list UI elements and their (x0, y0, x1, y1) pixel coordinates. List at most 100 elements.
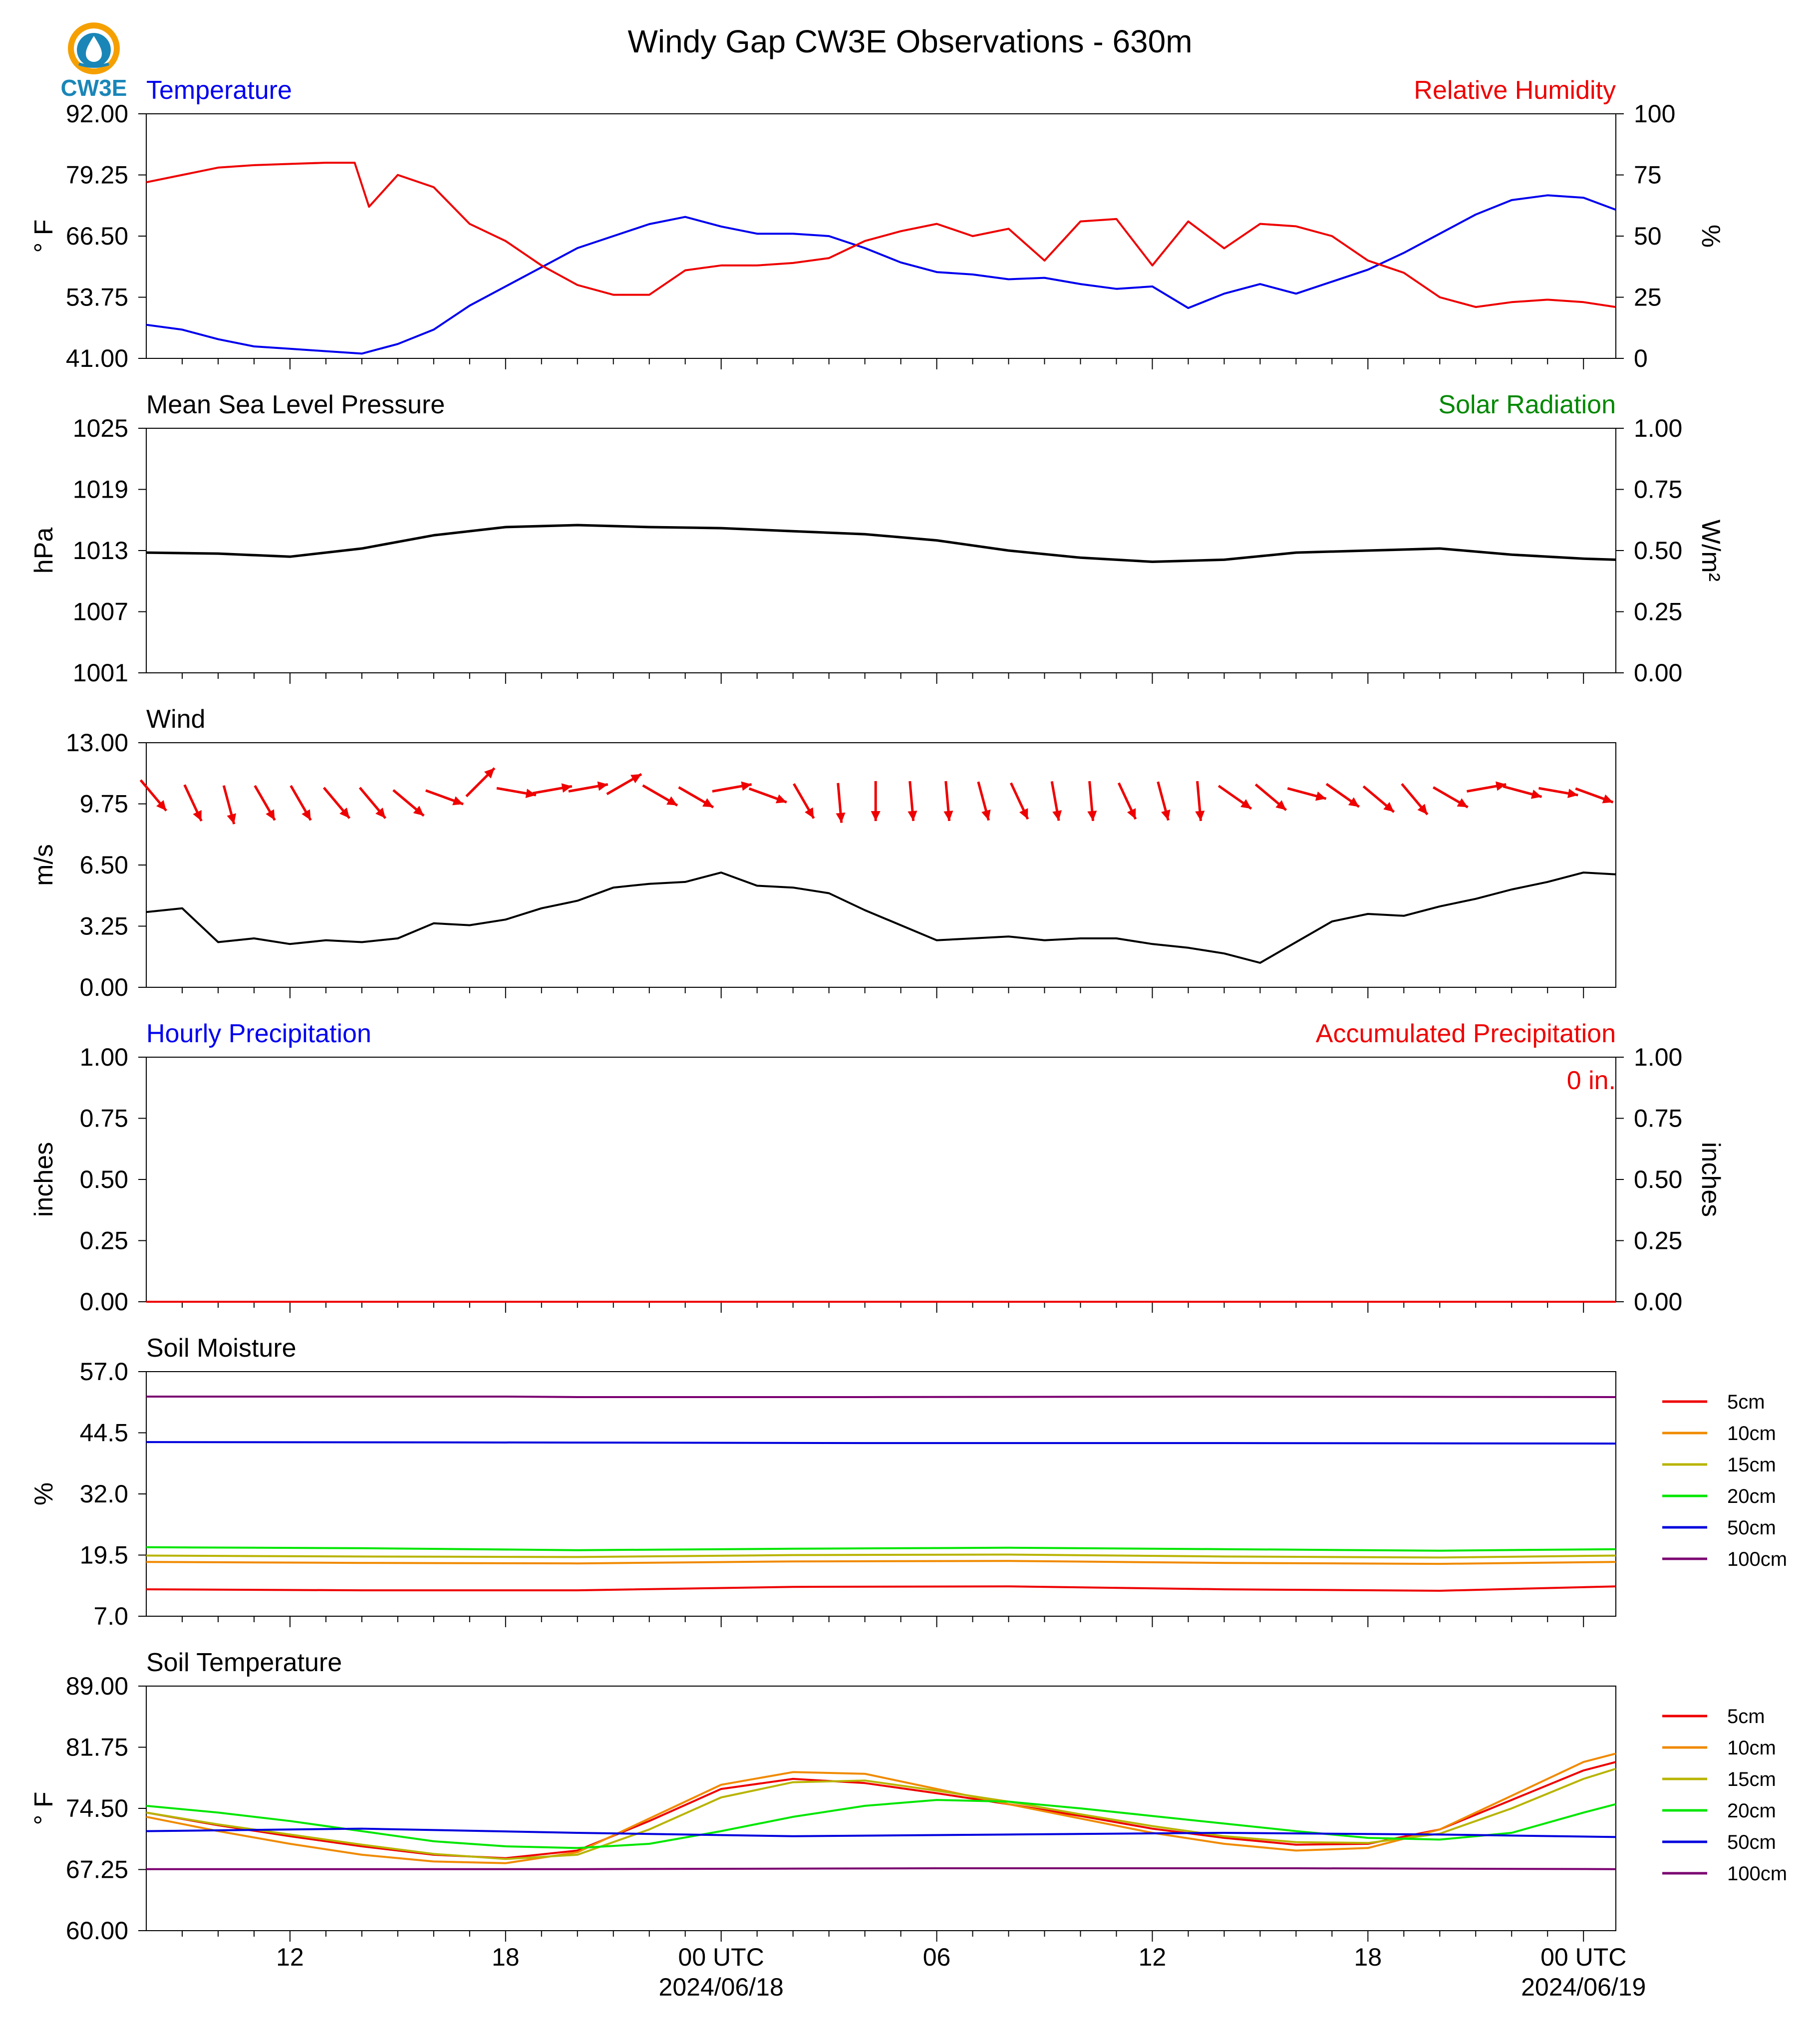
wind-arrow-head (193, 810, 202, 821)
wind-arrow (1254, 783, 1287, 811)
series-line (146, 162, 1616, 308)
plot-frame (146, 1686, 1616, 1931)
y-tick-label-left: 57.0 (80, 1358, 128, 1386)
wind-arrow (1009, 782, 1029, 820)
y-tick-label-left: 1.00 (80, 1043, 128, 1071)
wind-arrow (977, 781, 991, 821)
plot-frame (146, 742, 1616, 988)
wind-arrow (139, 779, 168, 812)
panel-title-right: Solar Radiation (1438, 390, 1616, 419)
wind-arrow (392, 789, 425, 817)
y-axis-label-left: ° F (29, 1791, 58, 1825)
wind-arrow-head (1161, 809, 1171, 821)
wind-arrow (1503, 785, 1542, 799)
panel-title-left: Temperature (146, 76, 292, 105)
wind-arrow-head (836, 812, 846, 823)
y-tick-label-right: 100 (1634, 100, 1675, 128)
y-tick-label-right: 0 (1634, 344, 1648, 372)
series-line-50cm (146, 1827, 1616, 1838)
legend-label: 20cm (1727, 1485, 1776, 1507)
wind-arrow-head (1087, 811, 1097, 821)
wind-arrow-head (1052, 810, 1062, 821)
legend-soil-moisture: 5cm 10cm 15cm 20cm 50cm 100cm (1662, 1391, 1787, 1570)
wind-arrow (1325, 783, 1360, 808)
y-tick-label-left: 1025 (73, 414, 128, 442)
wind-arrow (222, 785, 237, 825)
y-tick-label-left: 0.00 (80, 1288, 128, 1316)
y-tick-label-left: 6.50 (80, 851, 128, 879)
logo-label: CW3E (61, 75, 127, 101)
plot-frame (146, 1057, 1616, 1302)
wind-arrow-head (630, 774, 641, 784)
legend-label: 5cm (1727, 1391, 1765, 1413)
wind-arrow (1575, 787, 1614, 804)
y-tick-label-left: 0.00 (80, 973, 128, 1001)
y-axis-label-left: m/s (29, 844, 58, 886)
panel-5: Soil Temperature 89.00 81.75 74.50 67.25 60.0… (29, 1648, 1616, 1945)
y-axis-label-right: inches (1696, 1142, 1725, 1217)
y-tick-label-left: 53.75 (66, 284, 128, 311)
y-tick-label-left: 41.00 (66, 344, 128, 372)
wind-arrow (1287, 787, 1327, 801)
y-tick-label-left: 92.00 (66, 100, 128, 128)
wind-arrow-head (156, 800, 167, 811)
precip-total-label: 0 in. (1567, 1066, 1616, 1095)
series-line-100cm (146, 1867, 1616, 1870)
wind-arrow-head (452, 796, 464, 806)
wind-arrow (568, 781, 608, 793)
chart-title: Windy Gap CW3E Observations - 630m (627, 23, 1192, 59)
wind-arrow-head (702, 798, 713, 808)
wind-arrow-head (413, 806, 424, 816)
legend-label: 100cm (1727, 1548, 1787, 1570)
series-line-5cm (146, 1585, 1616, 1592)
x-tick-label: 00 UTC (1540, 1943, 1626, 1971)
wind-arrow (358, 787, 387, 819)
x-tick-label: 12 (276, 1943, 304, 1971)
panel-title-left: Soil Temperature (146, 1648, 342, 1677)
panel-0: Temperature Relative Humidity 92.00 79.25 66… (29, 76, 1725, 372)
y-tick-label-right: 75 (1634, 161, 1662, 189)
wind-arrow-head (302, 809, 311, 821)
y-axis-label-left: % (29, 1482, 58, 1505)
wind-arrow-head (1530, 789, 1542, 799)
wind-arrow (183, 784, 203, 822)
wind-arrow-head (227, 813, 237, 825)
panel-title-left: Soil Moisture (146, 1334, 297, 1363)
wind-arrow (496, 787, 537, 798)
legend-label: 50cm (1727, 1517, 1776, 1539)
y-tick-label-left: 1001 (73, 659, 128, 687)
panel-title-left: Mean Sea Level Pressure (146, 390, 445, 419)
wind-arrow (532, 783, 573, 795)
y-tick-label-left: 89.00 (66, 1672, 128, 1700)
series-line (146, 524, 1616, 563)
legend-label: 15cm (1727, 1768, 1776, 1790)
wind-arrow (1157, 781, 1171, 821)
y-tick-label-right: 50 (1634, 222, 1662, 250)
wind-arrow (1117, 782, 1137, 820)
wind-arrow (943, 781, 953, 821)
wind-arrow (1538, 787, 1578, 798)
wind-arrow (871, 781, 881, 821)
wind-arrow-head (484, 768, 495, 779)
wind-arrow (322, 787, 351, 819)
series-line-15cm (146, 1767, 1616, 1860)
y-tick-label-left: 9.75 (80, 790, 128, 818)
wind-arrow-head (266, 809, 275, 821)
wind-arrow-head (1275, 800, 1286, 811)
wind-arrow-head (908, 811, 917, 821)
x-date-label: 2024/06/18 (659, 1973, 784, 2001)
y-tick-label-left: 1019 (73, 476, 128, 504)
y-axis-label-left: hPa (29, 528, 58, 574)
y-tick-label-left: 1007 (73, 598, 128, 626)
y-tick-label-left: 32.0 (80, 1480, 128, 1508)
wind-arrows (139, 767, 1614, 825)
y-tick-label-left: 0.25 (80, 1227, 128, 1255)
wind-arrow-head (1457, 798, 1468, 808)
y-tick-label-right: 0.75 (1634, 1105, 1682, 1133)
wind-arrow-head (375, 807, 386, 819)
y-tick-label-left: 79.25 (66, 161, 128, 189)
legend-label: 5cm (1727, 1706, 1765, 1728)
y-tick-label-left: 1013 (73, 537, 128, 565)
wind-arrow (1432, 786, 1469, 809)
